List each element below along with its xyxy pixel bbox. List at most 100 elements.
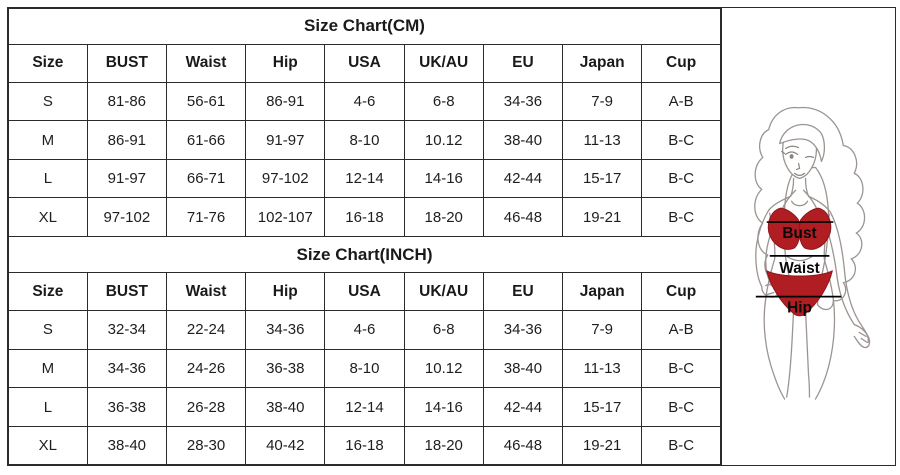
table-cell: 18-20 bbox=[403, 197, 484, 237]
size-cell: L bbox=[7, 158, 88, 199]
column-header: Cup bbox=[641, 272, 722, 312]
table-row: XL 97-102 71-76 102-107 16-18 18-20 46-48 19-21… bbox=[7, 197, 722, 237]
table-cell: 86-91 bbox=[86, 120, 167, 160]
size-cell: XL bbox=[7, 425, 88, 466]
column-header: USA bbox=[324, 43, 405, 83]
column-header: EU bbox=[482, 272, 564, 312]
table-cell: 36-38 bbox=[86, 387, 167, 427]
table-cell: 38-40 bbox=[86, 425, 167, 466]
table-cell: B-C bbox=[641, 120, 722, 160]
table-cell: B-C bbox=[641, 387, 722, 427]
column-header: USA bbox=[324, 272, 405, 312]
table-cell: 66-71 bbox=[165, 158, 247, 199]
column-header: UK/AU bbox=[403, 272, 484, 312]
table-cell: 97-102 bbox=[245, 158, 326, 199]
table-cell: 36-38 bbox=[245, 348, 326, 389]
figure-hair-back bbox=[754, 106, 866, 311]
table-cell: 8-10 bbox=[324, 120, 405, 160]
column-header: Size bbox=[7, 272, 88, 312]
table-cell: 91-97 bbox=[245, 120, 326, 160]
column-header: BUST bbox=[86, 272, 167, 312]
table-title-row: Size Chart(INCH) bbox=[7, 235, 722, 274]
table-cell: 14-16 bbox=[403, 158, 484, 199]
size-chart-table-body: Size Chart(CM) Size BUST Waist Hip USA UK/AU EU… bbox=[7, 7, 722, 466]
table-cell: 46-48 bbox=[482, 197, 564, 237]
measurement-lines bbox=[755, 221, 842, 298]
table-cell: 26-28 bbox=[165, 387, 247, 427]
size-cell: M bbox=[7, 120, 88, 160]
table-cell: 15-17 bbox=[562, 387, 643, 427]
table-cell: 81-86 bbox=[86, 81, 167, 122]
table-cell: 4-6 bbox=[324, 310, 405, 350]
table-cell: B-C bbox=[641, 158, 722, 199]
table-cell: B-C bbox=[641, 348, 722, 389]
bikini-bottom bbox=[766, 270, 833, 317]
header-row: Size BUST Waist Hip USA UK/AU EU Japan Cup bbox=[7, 272, 722, 312]
table-title-row: Size Chart(CM) bbox=[7, 7, 722, 45]
size-chart-table: Size Chart(CM) Size BUST Waist Hip USA UK/AU EU… bbox=[7, 7, 722, 466]
column-header: UK/AU bbox=[403, 43, 484, 83]
size-cell: S bbox=[7, 81, 88, 122]
size-cell: S bbox=[7, 310, 88, 350]
table-row: XL 38-40 28-30 40-42 16-18 18-20 46-48 19-21 B-C bbox=[7, 425, 722, 466]
table-cell: 8-10 bbox=[324, 348, 405, 389]
column-header: Size bbox=[7, 43, 88, 83]
column-header: Japan bbox=[562, 43, 643, 83]
table-cell: 15-17 bbox=[562, 158, 643, 199]
table-cell: 34-36 bbox=[86, 348, 167, 389]
table-cell: 12-14 bbox=[324, 387, 405, 427]
bikini-top bbox=[767, 189, 832, 250]
table-cell: 7-9 bbox=[562, 81, 643, 122]
table-cell: B-C bbox=[641, 197, 722, 237]
table-cell: 56-61 bbox=[165, 81, 247, 122]
table-row: S 32-34 22-24 34-36 4-6 6-8 34-36 7-9 A-B bbox=[7, 310, 722, 350]
table-title: Size Chart(CM) bbox=[7, 7, 722, 45]
table-cell: 34-36 bbox=[245, 310, 326, 350]
measurement-figure-panel: Bust Waist Hip bbox=[722, 7, 896, 466]
table-cell: 18-20 bbox=[403, 425, 484, 466]
column-header: Waist bbox=[165, 43, 247, 83]
column-header: BUST bbox=[86, 43, 167, 83]
figure-facial-features bbox=[781, 145, 815, 176]
table-cell: 6-8 bbox=[403, 310, 484, 350]
figure-hair-front bbox=[779, 124, 826, 163]
table-cell: 11-13 bbox=[562, 120, 643, 160]
table-title: Size Chart(INCH) bbox=[7, 235, 722, 274]
table-cell: 4-6 bbox=[324, 81, 405, 122]
table-cell: B-C bbox=[641, 425, 722, 466]
table-cell: 16-18 bbox=[324, 425, 405, 466]
table-cell: 42-44 bbox=[482, 158, 564, 199]
measurement-figure: Bust Waist Hip bbox=[754, 106, 871, 400]
table-cell: 38-40 bbox=[482, 120, 564, 160]
table-cell: 61-66 bbox=[165, 120, 247, 160]
table-cell: A-B bbox=[641, 81, 722, 122]
table-cell: 16-18 bbox=[324, 197, 405, 237]
table-cell: 38-40 bbox=[245, 387, 326, 427]
table-cell: 28-30 bbox=[165, 425, 247, 466]
table-cell: 38-40 bbox=[482, 348, 564, 389]
table-cell: 40-42 bbox=[245, 425, 326, 466]
column-header: Waist bbox=[165, 272, 247, 312]
table-cell: 97-102 bbox=[86, 197, 167, 237]
table-cell: 34-36 bbox=[482, 310, 564, 350]
table-cell: 91-97 bbox=[86, 158, 167, 199]
table-cell: A-B bbox=[641, 310, 722, 350]
table-cell: 11-13 bbox=[562, 348, 643, 389]
table-row: L 91-97 66-71 97-102 12-14 14-16 42-44 15-17 B-C bbox=[7, 158, 722, 199]
table-cell: 71-76 bbox=[165, 197, 247, 237]
table-cell: 102-107 bbox=[245, 197, 326, 237]
table-cell: 46-48 bbox=[482, 425, 564, 466]
bust-label: Bust bbox=[782, 225, 816, 242]
table-cell: 86-91 bbox=[245, 81, 326, 122]
column-header: Hip bbox=[245, 43, 326, 83]
size-cell: M bbox=[7, 348, 88, 389]
table-cell: 10.12 bbox=[403, 348, 484, 389]
table-cell: 19-21 bbox=[562, 197, 643, 237]
table-row: S 81-86 56-61 86-91 4-6 6-8 34-36 7-9 A-B bbox=[7, 81, 722, 122]
column-header: EU bbox=[482, 43, 564, 83]
size-cell: L bbox=[7, 387, 88, 427]
column-header: Hip bbox=[245, 272, 326, 312]
size-cell: XL bbox=[7, 197, 88, 237]
table-cell: 42-44 bbox=[482, 387, 564, 427]
